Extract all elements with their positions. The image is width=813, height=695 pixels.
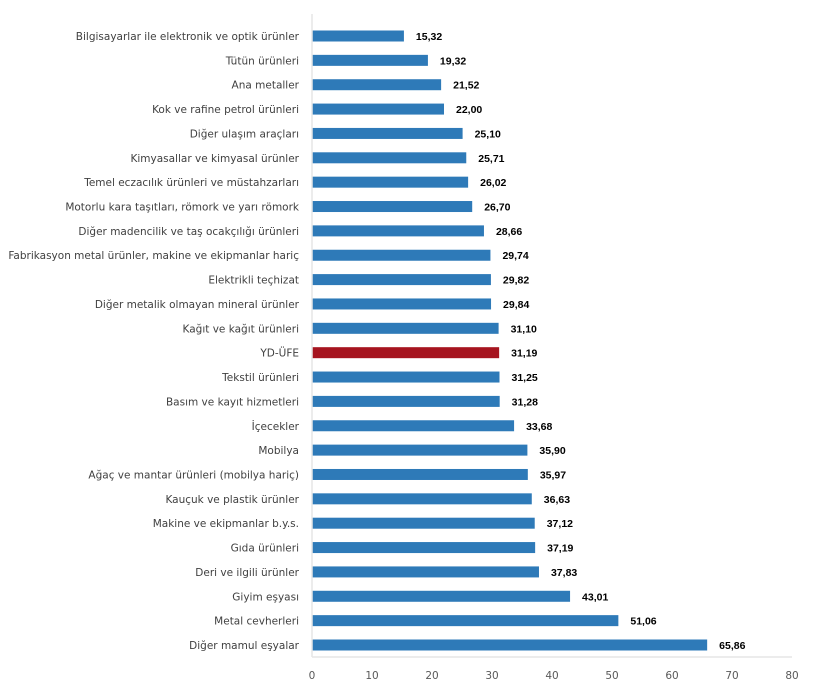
bar-20 xyxy=(312,517,535,529)
category-label: Diğer mamul eşyalar xyxy=(189,640,300,652)
bars-group xyxy=(312,30,708,651)
value-label: 29,84 xyxy=(503,299,529,311)
category-label: Giyim eşyası xyxy=(232,591,299,603)
value-label: 33,68 xyxy=(526,421,552,433)
category-label: Gıda ürünleri xyxy=(231,543,299,555)
category-label: Tekstil ürünleri xyxy=(221,372,299,384)
bar-10 xyxy=(312,274,491,286)
bar-14 xyxy=(312,371,500,383)
category-label: Basım ve kayıt hizmetleri xyxy=(166,396,299,408)
bar-12 xyxy=(312,322,499,334)
category-label: Diğer madencilik ve taş ocakçılığı ürünl… xyxy=(78,226,299,238)
x-tick-label: 50 xyxy=(605,670,618,682)
bar-1 xyxy=(312,54,428,66)
x-tick-label: 30 xyxy=(485,670,498,682)
category-label: Elektrikli teçhizat xyxy=(208,275,299,287)
x-tick-label: 20 xyxy=(425,670,438,682)
value-label: 65,86 xyxy=(719,640,745,652)
bar-4 xyxy=(312,127,463,139)
bar-7 xyxy=(312,201,473,213)
value-label: 36,63 xyxy=(544,494,570,506)
category-label: Metal cevherleri xyxy=(214,616,299,628)
category-label: Kimyasallar ve kimyasal ürünler xyxy=(130,153,299,165)
value-label: 31,25 xyxy=(512,372,538,384)
bar-2 xyxy=(312,79,442,91)
category-label: Makine ve ekipmanlar b.y.s. xyxy=(153,518,299,530)
x-tick-label: 10 xyxy=(365,670,378,682)
value-label: 26,02 xyxy=(480,177,506,189)
bar-9 xyxy=(312,249,491,261)
bar-13 xyxy=(312,347,500,359)
bar-3 xyxy=(312,103,444,115)
category-label: Kauçuk ve plastik ürünler xyxy=(165,494,299,506)
value-label: 15,32 xyxy=(416,31,442,43)
value-label: 25,71 xyxy=(478,153,504,165)
value-label: 37,12 xyxy=(547,518,573,530)
value-label: 37,19 xyxy=(547,543,573,555)
x-tick-label: 0 xyxy=(309,670,316,682)
bar-11 xyxy=(312,298,492,310)
value-label: 31,28 xyxy=(512,396,538,408)
bar-5 xyxy=(312,152,467,164)
x-tick-label: 70 xyxy=(725,670,738,682)
bar-19 xyxy=(312,493,532,505)
category-label: Kok ve rafine petrol ürünleri xyxy=(152,104,299,116)
bar-24 xyxy=(312,615,619,627)
value-labels: 15,32 19,32 21,52 22,00 25,10 25,71 26,02 26,70… xyxy=(416,31,746,652)
value-label: 35,97 xyxy=(540,469,566,481)
category-label: Deri ve ilgili ürünler xyxy=(195,567,299,579)
value-label: 19,32 xyxy=(440,55,466,67)
bar-25 xyxy=(312,639,708,651)
value-label: 22,00 xyxy=(456,104,482,116)
category-label: Bilgisayarlar ile elektronik ve optik ür… xyxy=(76,31,300,43)
value-label: 43,01 xyxy=(582,591,608,603)
value-label: 31,10 xyxy=(511,323,537,335)
category-label: YD-ÜFE xyxy=(259,347,299,360)
bar-6 xyxy=(312,176,469,188)
value-label: 25,10 xyxy=(475,128,501,140)
value-label: 29,74 xyxy=(502,250,528,262)
bar-17 xyxy=(312,444,528,456)
category-label: İçecekler xyxy=(252,420,300,433)
x-tick-label: 80 xyxy=(785,670,798,682)
x-axis-ticks: 0 10 20 30 40 50 60 70 80 xyxy=(309,670,799,682)
category-label: Tütün ürünleri xyxy=(225,55,299,67)
value-label: 51,06 xyxy=(630,616,656,628)
category-label: Motorlu kara taşıtları, römork ve yarı r… xyxy=(65,202,300,214)
bar-16 xyxy=(312,420,515,432)
value-label: 37,83 xyxy=(551,567,577,579)
category-label: Temel eczacılık ürünleri ve müstahzarlar… xyxy=(83,177,299,189)
category-label: Mobilya xyxy=(258,445,299,457)
category-label: Fabrikasyon metal ürünler, makine ve eki… xyxy=(8,250,299,262)
value-label: 35,90 xyxy=(539,445,565,457)
category-label: Diğer metalik olmayan mineral ürünler xyxy=(95,299,300,311)
category-label: Kağıt ve kağıt ürünleri xyxy=(183,323,299,335)
bar-0 xyxy=(312,30,404,42)
value-label: 28,66 xyxy=(496,226,522,238)
value-label: 29,82 xyxy=(503,275,529,287)
x-tick-label: 40 xyxy=(545,670,558,682)
bar-22 xyxy=(312,566,539,578)
category-labels: Bilgisayarlar ile elektronik ve optik ür… xyxy=(8,31,300,652)
value-label: 26,70 xyxy=(484,202,510,214)
value-label: 21,52 xyxy=(453,80,479,92)
category-label: Ana metaller xyxy=(232,80,300,92)
bar-15 xyxy=(312,395,500,407)
bar-8 xyxy=(312,225,484,237)
category-label: Diğer ulaşım araçları xyxy=(190,128,299,140)
category-label: Ağaç ve mantar ürünleri (mobilya hariç) xyxy=(88,469,299,481)
bar-18 xyxy=(312,468,528,480)
bar-21 xyxy=(312,542,536,554)
bar-23 xyxy=(312,590,571,602)
value-label: 31,19 xyxy=(511,348,537,360)
x-tick-label: 60 xyxy=(665,670,678,682)
